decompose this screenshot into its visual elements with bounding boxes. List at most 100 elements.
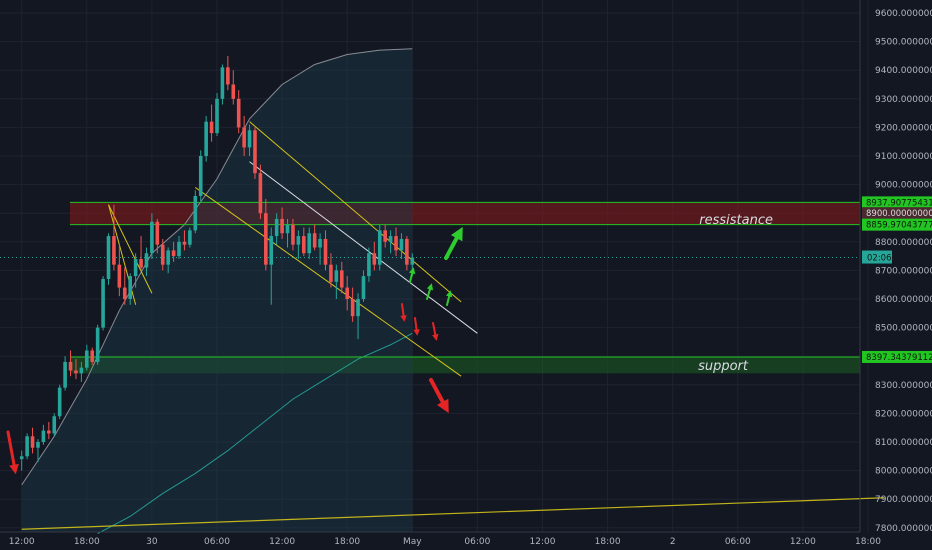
candle-body: [101, 278, 105, 328]
candle-body: [85, 350, 89, 368]
price-tag-label: 8859.97043777: [866, 221, 932, 231]
candle-body: [296, 236, 301, 245]
candle-body: [117, 264, 122, 288]
time-tick-label: 2: [670, 537, 676, 547]
price-tick-label: 9200.00000000: [875, 123, 932, 133]
candle-body: [410, 257, 415, 265]
direction-arrows: [6, 226, 463, 475]
candle-body: [377, 230, 382, 265]
price-tick-label: 9500.00000000: [875, 38, 932, 48]
candle-body: [334, 270, 339, 282]
candle-body: [253, 130, 257, 174]
candle-body: [339, 270, 344, 288]
candle-body: [188, 230, 192, 245]
trend-channels: [108, 121, 478, 377]
price-tick-label: 8300.00000000: [875, 381, 932, 391]
candle-body: [258, 173, 263, 214]
candle-body: [405, 238, 409, 265]
price-tag-bg: [862, 207, 932, 220]
candle-body: [361, 276, 366, 299]
candle-body: [274, 218, 279, 237]
candle-body: [285, 224, 290, 234]
candle-body: [388, 236, 393, 242]
indicator-line-2: [21, 497, 885, 530]
up-arrow-small-head: [408, 267, 416, 275]
annotation-ressistance: ressistance: [699, 213, 773, 228]
price-tick-label: 7900.00000000: [875, 495, 932, 505]
candle-body: [25, 436, 29, 457]
candle-body: [231, 84, 236, 99]
candle-body: [41, 430, 46, 442]
up-arrow-small-head: [426, 283, 434, 291]
shaded-area: [21, 48, 413, 532]
down-arrow-left-head: [9, 463, 19, 475]
price-tag-bg: [862, 218, 932, 231]
candle-body: [198, 156, 203, 197]
time-axis[interactable]: 12:00 18:00 30 06:00 12:00 18:00 May 06:00 12:00…: [9, 537, 882, 547]
support-zone: [70, 357, 860, 374]
candle-body: [236, 98, 241, 128]
price-tick-label: 9300.00000000: [875, 95, 932, 105]
candle-body: [106, 236, 111, 279]
annotation-support: support: [698, 359, 749, 374]
candle-body: [52, 416, 57, 434]
candle-body: [226, 67, 230, 85]
time-tick-label: 12:00: [9, 537, 35, 547]
trend-line-1: [195, 187, 462, 377]
candle-body: [302, 236, 306, 254]
candle-body: [63, 361, 67, 388]
candle-body: [209, 121, 214, 134]
time-tick-label: 06:00: [204, 537, 230, 547]
price-tick-label: 8500.00000000: [875, 324, 932, 334]
time-tick-label: 12:00: [530, 537, 556, 547]
indicator-lines: [0, 48, 885, 534]
shaded-region: [21, 48, 413, 532]
candle-body: [74, 370, 78, 374]
candle-body: [367, 253, 371, 277]
annotations: ressistance support: [698, 213, 773, 374]
current-time-tag-bg: [862, 250, 892, 264]
price-tag-bg: [862, 350, 932, 363]
candle-body: [30, 436, 35, 448]
candle-body: [307, 233, 312, 254]
candle-body: [112, 236, 116, 265]
candle-body: [215, 98, 219, 134]
candle-body: [318, 238, 322, 248]
trend-line-2: [249, 161, 478, 334]
time-tick-label: 18:00: [334, 537, 360, 547]
candle-body: [220, 67, 225, 99]
candle-body: [269, 236, 274, 265]
price-tag-label: 8900.00000000: [866, 209, 932, 219]
candle-body: [356, 299, 360, 317]
candle-body: [150, 221, 154, 254]
candle-body: [79, 367, 84, 374]
down-arrow-left-shaft: [6, 430, 17, 472]
price-tick-label: 8200.00000000: [875, 409, 932, 419]
candle-body: [128, 276, 132, 299]
candle-body: [122, 287, 127, 299]
candle-body: [345, 287, 349, 299]
candle-body: [182, 241, 187, 245]
up-arrow-small-head: [445, 290, 453, 298]
price-tick-label: 9100.00000000: [875, 152, 932, 162]
candle-body: [372, 253, 377, 265]
price-tick-label: 8600.00000000: [875, 295, 932, 305]
candle-body: [95, 327, 100, 362]
candle-body: [247, 130, 252, 148]
time-tick-label: 12:00: [790, 537, 816, 547]
indicator-line-0: [21, 48, 413, 486]
candle-body: [139, 258, 143, 268]
trend-line-3: [108, 204, 153, 294]
candle-body: [68, 361, 73, 371]
price-tick-label: 8800.00000000: [875, 238, 932, 248]
time-tick-label: 06:00: [464, 537, 490, 547]
down-arrow-small-head: [432, 333, 439, 341]
price-tick-label: 8100.00000000: [875, 438, 932, 448]
time-tick-label: 30: [146, 537, 158, 547]
price-tag-label: 8397.34379112: [866, 353, 932, 363]
candle-body: [323, 238, 328, 265]
time-tick-label: 18:00: [855, 537, 881, 547]
price-tick-label: 8000.00000000: [875, 467, 932, 477]
